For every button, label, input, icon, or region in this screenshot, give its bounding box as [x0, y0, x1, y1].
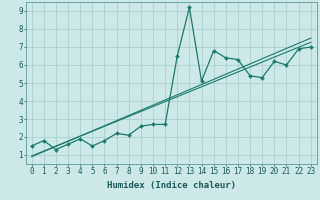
X-axis label: Humidex (Indice chaleur): Humidex (Indice chaleur): [107, 181, 236, 190]
